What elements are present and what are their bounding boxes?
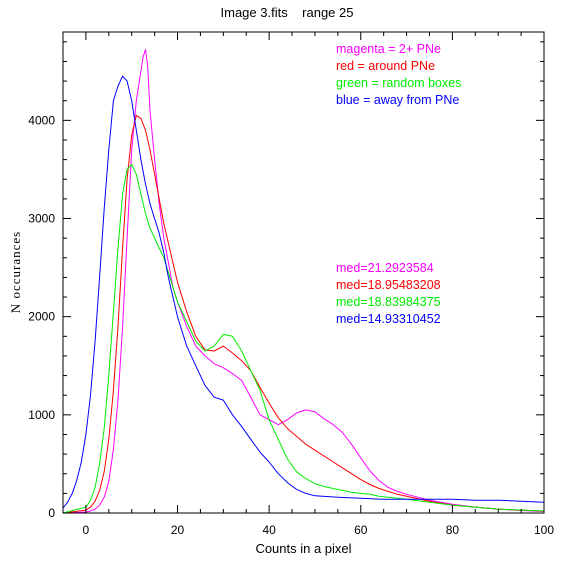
legend-entry-2: red = around PNe xyxy=(336,59,435,73)
median-label-2: med=18.95483208 xyxy=(336,278,441,292)
y-axis-label: N occurances xyxy=(8,231,23,313)
legend: magenta = 2+ PNe red = around PNe green = … xyxy=(336,42,461,107)
x-tick-label: 100 xyxy=(534,523,554,537)
y-tick-label: 0 xyxy=(48,506,55,520)
series-line-1 xyxy=(62,49,545,514)
legend-entry-4: blue = away from PNe xyxy=(336,93,459,107)
x-tick-label: 20 xyxy=(171,523,185,537)
series-line-3 xyxy=(62,164,545,514)
median-label-1: med=21.2923584 xyxy=(336,261,434,275)
median-annotations: med=21.2923584 med=18.95483208 med=18.8398… xyxy=(336,261,441,326)
x-tick-label: 40 xyxy=(262,523,276,537)
y-tick-label: 4000 xyxy=(28,113,55,127)
legend-entry-3: green = random boxes xyxy=(336,76,461,90)
series-line-2 xyxy=(62,114,545,514)
series-layer xyxy=(62,49,545,514)
chart-title: Image 3.fits range 25 xyxy=(221,5,354,20)
x-axis-label: Counts in a pixel xyxy=(255,541,351,556)
plot-frame xyxy=(62,31,545,514)
y-tick-label: 3000 xyxy=(28,212,55,226)
y-tick-label: 2000 xyxy=(28,310,55,324)
median-label-4: med=14.93310452 xyxy=(336,312,441,326)
x-tick-label: 60 xyxy=(354,523,368,537)
series-line-4 xyxy=(62,75,545,509)
x-tick-label: 0 xyxy=(83,523,90,537)
y-tick-label: 1000 xyxy=(28,408,55,422)
x-tick-label: 80 xyxy=(446,523,460,537)
median-label-3: med=18.83984375 xyxy=(336,295,441,309)
legend-entry-1: magenta = 2+ PNe xyxy=(336,42,441,56)
